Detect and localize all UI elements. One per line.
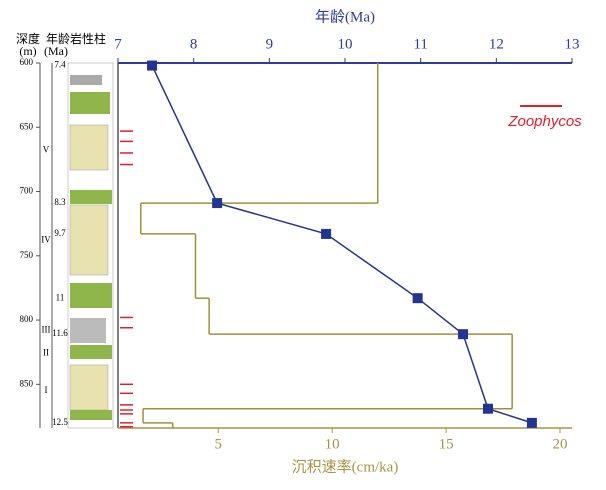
litho-band	[70, 92, 110, 114]
legend-label: Zoophycos	[507, 113, 582, 130]
top-tick-label: 10	[338, 36, 353, 52]
age-line	[152, 66, 532, 423]
unit-label: III	[42, 324, 51, 334]
litho-band	[70, 205, 108, 275]
top-axis-title: 年龄(Ma)	[315, 8, 375, 25]
column-unit: (m)	[19, 44, 36, 58]
age-point	[483, 404, 493, 414]
litho-band	[70, 365, 108, 410]
y-tick-label: 750	[20, 250, 34, 260]
litho-band	[70, 410, 112, 420]
column-header: 岩性柱	[70, 31, 106, 46]
top-tick-label: 8	[190, 36, 198, 52]
y-tick-label: 700	[20, 186, 34, 196]
bottom-tick-label: 20	[553, 436, 568, 452]
litho-band	[70, 318, 106, 343]
top-tick-label: 11	[413, 36, 427, 52]
y-tick-label: 850	[20, 378, 34, 388]
top-tick-label: 7	[114, 36, 122, 52]
unit-label: V	[43, 144, 50, 154]
litho-band	[70, 75, 102, 85]
y-tick-label: 800	[20, 314, 34, 324]
age-point	[212, 198, 222, 208]
unit-label: I	[45, 385, 48, 395]
y-tick-label: 650	[20, 121, 34, 131]
age-point	[413, 293, 423, 303]
column-age: 8.3	[54, 197, 66, 207]
bottom-axis-title: 沉积速率(cm/ka)	[292, 458, 399, 475]
y-tick-label: 600	[20, 57, 34, 67]
age-point	[527, 418, 537, 428]
litho-band	[70, 283, 112, 308]
column-unit: (Ma)	[44, 44, 68, 58]
column-age: 9.7	[54, 228, 66, 238]
column-age: 12.5	[52, 417, 68, 427]
column-age: 11	[56, 292, 65, 302]
bottom-tick-label: 5	[214, 436, 222, 452]
age-point	[458, 329, 468, 339]
age-point	[321, 229, 331, 239]
top-tick-label: 13	[565, 36, 580, 52]
unit-label: II	[43, 348, 49, 358]
chart: 年龄(Ma) 沉积速率(cm/ka) Zoophycos 深度年龄岩性柱(m)(…	[0, 0, 606, 485]
column-age: 11.6	[52, 328, 68, 338]
litho-band	[70, 125, 108, 170]
top-tick-label: 9	[266, 36, 274, 52]
litho-band	[70, 345, 112, 359]
bottom-tick-label: 15	[439, 436, 454, 452]
bottom-tick-label: 10	[325, 436, 340, 452]
lithology-column	[40, 63, 113, 428]
column-age: 7.4	[54, 60, 66, 70]
litho-band	[70, 190, 112, 204]
top-tick-label: 12	[489, 36, 504, 52]
unit-label: IV	[41, 234, 51, 244]
age-point	[147, 61, 157, 71]
